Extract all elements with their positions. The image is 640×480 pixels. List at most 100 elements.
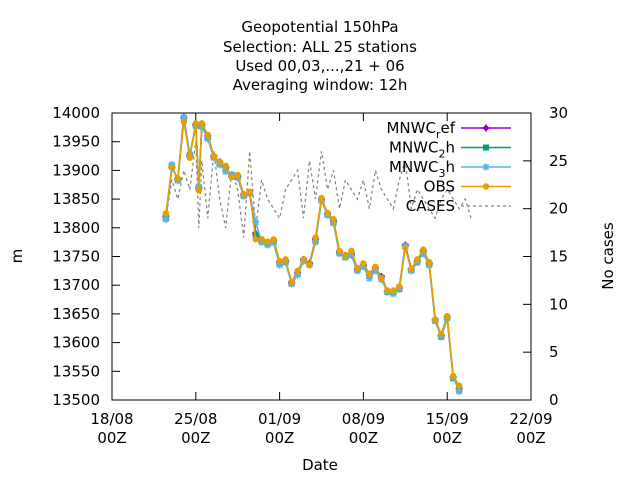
data-point xyxy=(378,275,385,282)
data-point xyxy=(354,264,361,272)
data-point xyxy=(174,175,182,183)
data-point xyxy=(408,265,415,273)
data-point-core xyxy=(456,389,462,394)
data-point xyxy=(192,120,199,127)
legend-label: MNWC3h xyxy=(389,158,455,180)
legend-label-suffix: ef xyxy=(440,119,455,137)
series-line xyxy=(165,141,472,238)
chart-title: Geopotential 150hPa Selection: ALL 25 st… xyxy=(223,18,417,94)
series-layer xyxy=(162,113,472,395)
data-point xyxy=(180,118,188,125)
x-axis-title: Date xyxy=(302,456,338,474)
data-point xyxy=(294,267,301,275)
legend-label-suffix: h xyxy=(445,158,455,176)
legend-label-main: MNWC xyxy=(389,139,438,157)
y2-tick-label: 25 xyxy=(549,152,568,170)
data-point xyxy=(300,256,307,263)
data-point xyxy=(240,191,247,198)
chart-subtitle-used: Used 00,03,...,21 + 06 xyxy=(235,57,404,75)
data-point xyxy=(168,164,176,171)
data-point xyxy=(252,236,259,243)
chart-subtitle-selection: Selection: ALL 25 stations xyxy=(223,38,417,56)
legend-label-subscript: 3 xyxy=(438,167,445,180)
legend-label-suffix: h xyxy=(445,139,455,157)
data-point xyxy=(390,287,397,295)
y2-tick-label: 0 xyxy=(549,391,559,409)
y-tick-label: 13650 xyxy=(52,305,100,323)
x-tick-label-hour: 00Z xyxy=(433,429,462,447)
data-point xyxy=(402,244,409,252)
y-tick-label: 13900 xyxy=(52,161,100,179)
x-tick-label-hour: 00Z xyxy=(516,429,545,447)
plot-frame xyxy=(111,112,532,401)
data-point xyxy=(324,209,331,217)
legend-label: OBS xyxy=(424,178,455,196)
data-point xyxy=(420,246,427,253)
data-point xyxy=(162,210,170,217)
chart-title-line: Geopotential 150hPa xyxy=(241,18,398,36)
legend-label-subscript: 2 xyxy=(438,148,445,161)
data-point xyxy=(396,283,403,290)
data-point xyxy=(444,312,451,320)
data-point xyxy=(258,236,265,243)
x-tick-label-date: 08/09 xyxy=(342,410,385,428)
data-point-core xyxy=(367,276,372,281)
y-tick-label: 13700 xyxy=(52,276,100,294)
legend-label-main: CASES xyxy=(406,197,455,215)
data-point xyxy=(276,257,283,265)
y-tick-label: 13950 xyxy=(52,133,100,151)
data-point xyxy=(186,154,194,161)
ticks-layer: 13500 13550 13600 13650 13700 13750 13800 13850… xyxy=(52,104,568,447)
x-tick-label-date: 15/09 xyxy=(426,410,469,428)
data-point xyxy=(306,261,313,269)
data-point xyxy=(432,316,439,323)
legend-label-main: MNWC xyxy=(386,119,435,137)
data-point xyxy=(228,174,235,181)
data-point xyxy=(216,158,223,165)
x-tick-label-date: 22/09 xyxy=(509,410,552,428)
y2-tick-label: 15 xyxy=(549,248,568,266)
x-tick-label-hour: 00Z xyxy=(265,429,294,447)
legend-marker xyxy=(482,183,490,190)
x-tick-label-date: 01/09 xyxy=(258,410,301,428)
x-tick-label-hour: 00Z xyxy=(181,429,210,447)
y2-tick-label: 10 xyxy=(549,295,568,313)
x-tick-label-hour: 00Z xyxy=(97,429,126,447)
legend-label-main: OBS xyxy=(424,178,455,196)
series-cases xyxy=(165,141,472,238)
data-point xyxy=(455,382,463,389)
data-point xyxy=(198,120,205,127)
x-tick-label-date: 25/08 xyxy=(174,410,217,428)
y2-tick-label: 20 xyxy=(549,200,568,218)
legend-marker-core xyxy=(484,126,488,130)
y-tick-label: 13550 xyxy=(52,362,100,380)
data-point xyxy=(288,279,295,286)
data-point xyxy=(246,188,253,195)
data-point xyxy=(282,256,289,263)
chart-subtitle-averaging: Averaging window: 12h xyxy=(233,76,408,94)
data-point-core xyxy=(163,216,169,222)
data-point-core xyxy=(223,169,228,174)
data-point xyxy=(270,236,277,243)
data-point xyxy=(195,187,202,194)
data-point xyxy=(360,260,367,267)
legend-label-subscript: r xyxy=(436,128,441,141)
legend-label: MNWC2h xyxy=(389,139,455,161)
data-point xyxy=(330,215,337,223)
y-tick-label: 13850 xyxy=(52,190,100,208)
x-tick-label-hour: 00Z xyxy=(349,429,378,447)
data-point xyxy=(204,131,211,139)
y2-tick-label: 5 xyxy=(549,343,559,361)
data-point xyxy=(372,263,379,271)
legend-label: MNWCref xyxy=(386,119,455,141)
data-point xyxy=(210,152,217,160)
y-tick-label: 13600 xyxy=(52,334,100,352)
data-point xyxy=(384,287,391,294)
legend-marker xyxy=(483,144,489,151)
data-point xyxy=(264,238,271,245)
data-point xyxy=(438,330,445,338)
y2-axis-title: No cases xyxy=(599,222,617,290)
data-point xyxy=(414,256,421,263)
